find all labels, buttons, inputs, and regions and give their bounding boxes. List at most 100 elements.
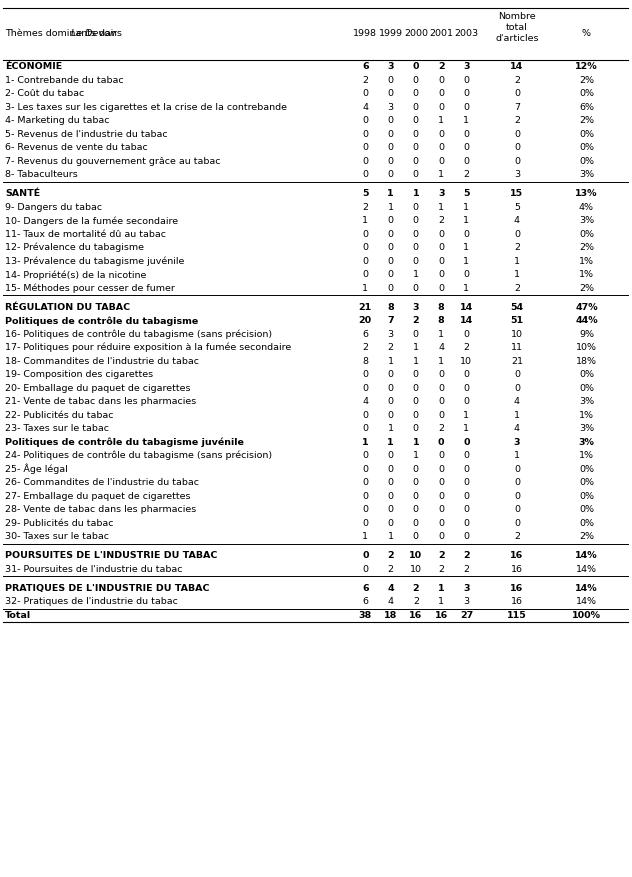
Text: 2%: 2% <box>579 75 594 85</box>
Text: 47%: 47% <box>575 303 598 311</box>
Text: 23- Taxes sur le tabac: 23- Taxes sur le tabac <box>5 424 109 433</box>
Text: 9- Dangers du tabac: 9- Dangers du tabac <box>5 203 102 211</box>
Text: 0: 0 <box>387 492 394 501</box>
Text: 0: 0 <box>413 384 419 393</box>
Text: 3%: 3% <box>578 438 595 446</box>
Text: 2: 2 <box>463 343 470 353</box>
Text: 0: 0 <box>362 452 368 460</box>
Text: Politiques de contrôle du tabagisme juvénile: Politiques de contrôle du tabagisme juvé… <box>5 438 244 447</box>
Text: 0: 0 <box>438 143 444 153</box>
Text: 0: 0 <box>438 257 444 266</box>
Text: 10%: 10% <box>576 343 597 353</box>
Text: 0: 0 <box>413 143 419 153</box>
Text: 12- Prévalence du tabagisme: 12- Prévalence du tabagisme <box>5 243 144 253</box>
Text: ÉCONOMIE: ÉCONOMIE <box>5 62 63 71</box>
Text: 0%: 0% <box>579 519 594 528</box>
Text: 0: 0 <box>463 143 470 153</box>
Text: 0: 0 <box>413 103 419 111</box>
Text: 1: 1 <box>362 438 368 446</box>
Text: 0: 0 <box>413 532 419 541</box>
Text: 0: 0 <box>387 243 394 253</box>
Text: 1: 1 <box>387 357 394 366</box>
Text: 0: 0 <box>413 75 419 85</box>
Text: 7: 7 <box>387 317 394 325</box>
Text: 0: 0 <box>362 384 368 393</box>
Text: 0: 0 <box>514 519 520 528</box>
Text: 0: 0 <box>387 75 394 85</box>
Text: 115: 115 <box>507 610 527 620</box>
Text: 3%: 3% <box>579 217 594 225</box>
Text: 2: 2 <box>463 565 470 574</box>
Text: 0: 0 <box>413 62 419 71</box>
Text: 6: 6 <box>362 330 368 339</box>
Text: 0%: 0% <box>579 384 594 393</box>
Text: 3: 3 <box>463 584 470 593</box>
Text: 5- Revenus de l'industrie du tabac: 5- Revenus de l'industrie du tabac <box>5 130 167 139</box>
Text: 0: 0 <box>387 89 394 98</box>
Text: 0: 0 <box>413 424 419 433</box>
Text: 2: 2 <box>438 424 444 433</box>
Text: Thèmes dominants dans: Thèmes dominants dans <box>5 30 125 39</box>
Text: 0: 0 <box>362 552 368 560</box>
Text: 1- Contrebande du tabac: 1- Contrebande du tabac <box>5 75 124 85</box>
Text: 0: 0 <box>514 89 520 98</box>
Text: 2: 2 <box>387 565 394 574</box>
Text: 25- Âge légal: 25- Âge légal <box>5 464 68 474</box>
Text: 1998: 1998 <box>353 30 377 39</box>
Text: 3: 3 <box>463 62 470 71</box>
Text: 4%: 4% <box>579 203 594 211</box>
Text: 0: 0 <box>514 370 520 379</box>
Text: 0: 0 <box>463 397 470 406</box>
Text: 51: 51 <box>511 317 523 325</box>
Text: 1: 1 <box>463 243 470 253</box>
Text: 4- Marketing du tabac: 4- Marketing du tabac <box>5 117 110 125</box>
Text: 0: 0 <box>463 157 470 166</box>
Text: 2: 2 <box>387 343 394 353</box>
Text: 1: 1 <box>514 452 520 460</box>
Text: 0: 0 <box>438 75 444 85</box>
Text: 2: 2 <box>438 217 444 225</box>
Text: 0: 0 <box>438 370 444 379</box>
Text: 31- Poursuites de l'industrie du tabac: 31- Poursuites de l'industrie du tabac <box>5 565 183 574</box>
Text: 16: 16 <box>511 597 523 606</box>
Text: 38: 38 <box>359 610 372 620</box>
Text: 0: 0 <box>463 270 470 279</box>
Text: 4: 4 <box>514 217 520 225</box>
Text: 0: 0 <box>413 170 419 179</box>
Text: PRATIQUES DE L'INDUSTRIE DU TABAC: PRATIQUES DE L'INDUSTRIE DU TABAC <box>5 584 210 593</box>
Text: 0: 0 <box>514 492 520 501</box>
Text: 21: 21 <box>359 303 372 311</box>
Text: 0: 0 <box>387 170 394 179</box>
Text: 2%: 2% <box>579 284 594 293</box>
Text: 0: 0 <box>362 465 368 474</box>
Text: 0: 0 <box>362 230 368 239</box>
Text: 0: 0 <box>413 370 419 379</box>
Text: 6- Revenus de vente du tabac: 6- Revenus de vente du tabac <box>5 143 148 153</box>
Text: 8: 8 <box>438 303 444 311</box>
Text: 0: 0 <box>387 384 394 393</box>
Text: 1: 1 <box>413 438 419 446</box>
Text: 1999: 1999 <box>379 30 403 39</box>
Text: 0: 0 <box>463 89 470 98</box>
Text: 0%: 0% <box>579 370 594 379</box>
Text: 2: 2 <box>514 243 520 253</box>
Text: 14- Propriété(s) de la nicotine: 14- Propriété(s) de la nicotine <box>5 270 147 280</box>
Text: 0: 0 <box>438 243 444 253</box>
Text: 10: 10 <box>410 552 422 560</box>
Text: 4: 4 <box>438 343 444 353</box>
Text: 6: 6 <box>362 62 368 71</box>
Text: 0: 0 <box>362 519 368 528</box>
Text: 1: 1 <box>413 357 419 366</box>
Text: 7: 7 <box>514 103 520 111</box>
Text: 2: 2 <box>413 597 419 606</box>
Text: 1: 1 <box>362 284 368 293</box>
Text: 0%: 0% <box>579 157 594 166</box>
Text: 1: 1 <box>438 170 444 179</box>
Text: Nombre
total
d'articles: Nombre total d'articles <box>495 12 538 43</box>
Text: 0: 0 <box>463 465 470 474</box>
Text: 0: 0 <box>438 230 444 239</box>
Text: 1: 1 <box>514 410 520 420</box>
Text: 2: 2 <box>514 75 520 85</box>
Text: 0: 0 <box>387 157 394 166</box>
Text: 9%: 9% <box>579 330 594 339</box>
